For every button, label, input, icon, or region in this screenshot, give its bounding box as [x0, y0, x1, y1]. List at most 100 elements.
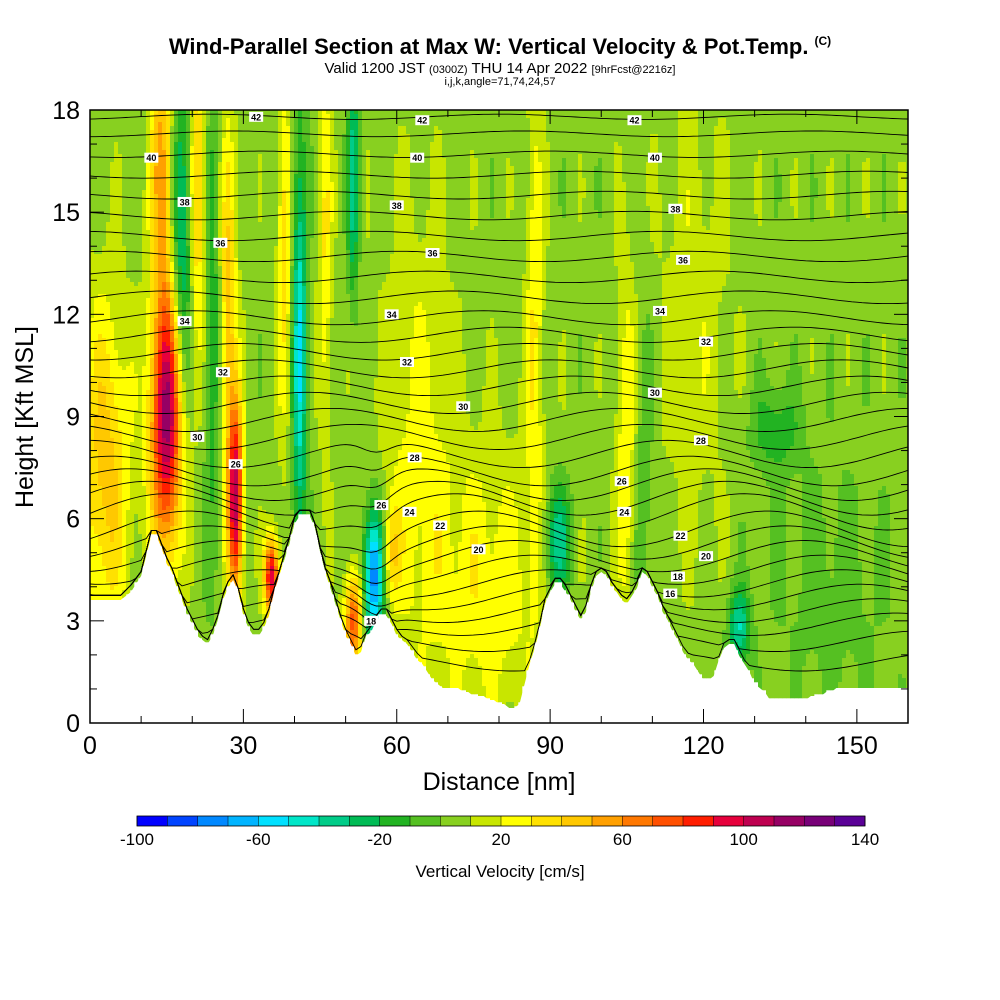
vv-cell — [166, 542, 170, 546]
vv-cell — [222, 530, 226, 534]
vv-cell — [106, 286, 110, 290]
vv-cell — [102, 246, 106, 250]
vv-cell — [130, 550, 134, 554]
vv-cell — [170, 502, 174, 506]
vv-cell — [182, 218, 186, 222]
vv-cell — [154, 510, 158, 514]
vv-cell — [238, 226, 242, 230]
vv-cell — [238, 382, 242, 386]
vv-cell — [142, 246, 146, 250]
vv-cell — [118, 386, 122, 390]
vv-cell — [222, 462, 226, 466]
vv-cell — [194, 258, 198, 262]
vv-cell — [102, 478, 106, 482]
vv-cell — [126, 526, 130, 530]
vv-cell — [138, 122, 142, 126]
vv-cell — [94, 454, 98, 458]
vv-cell — [146, 262, 150, 266]
vv-cell — [106, 586, 110, 590]
vv-cell — [106, 202, 110, 206]
vv-cell — [130, 150, 134, 154]
vv-cell — [114, 586, 118, 590]
vv-cell — [142, 338, 146, 342]
vv-cell — [102, 178, 106, 182]
vv-cell — [102, 218, 106, 222]
vv-cell — [130, 142, 134, 146]
vv-cell — [114, 278, 118, 282]
vv-cell — [234, 522, 238, 526]
vv-cell — [206, 210, 210, 214]
vv-cell — [178, 242, 182, 246]
vv-cell — [162, 326, 166, 330]
vv-cell — [210, 618, 214, 622]
vv-cell — [166, 214, 170, 218]
vv-cell — [226, 442, 230, 446]
vv-cell — [246, 330, 250, 334]
vv-cell — [154, 190, 158, 194]
vv-cell — [246, 346, 250, 350]
vv-cell — [122, 198, 126, 202]
vv-cell — [94, 350, 98, 354]
vv-cell — [138, 162, 142, 166]
vv-cell — [186, 118, 190, 122]
vv-cell — [242, 166, 246, 170]
vv-cell — [198, 374, 202, 378]
vv-cell — [166, 366, 170, 370]
vv-cell — [138, 438, 142, 442]
vv-cell — [114, 142, 118, 146]
vv-cell — [118, 166, 122, 170]
vv-cell — [250, 274, 254, 278]
vv-cell — [194, 450, 198, 454]
vv-cell — [214, 390, 218, 394]
vv-cell — [218, 586, 222, 590]
vv-cell — [130, 558, 134, 562]
vv-cell — [126, 242, 130, 246]
vv-cell — [234, 234, 238, 238]
vv-cell — [210, 602, 214, 606]
vv-cell — [198, 230, 202, 234]
vv-cell — [230, 238, 234, 242]
vv-cell — [94, 566, 98, 570]
vv-cell — [142, 502, 146, 506]
vv-cell — [190, 374, 194, 378]
vv-cell — [218, 206, 222, 210]
vv-cell — [126, 238, 130, 242]
vv-cell — [222, 162, 226, 166]
vv-cell — [214, 306, 218, 310]
vv-cell — [246, 454, 250, 458]
vv-cell — [210, 262, 214, 266]
vv-cell — [194, 194, 198, 198]
vv-cell — [98, 578, 102, 582]
vv-cell — [206, 438, 210, 442]
vv-cell — [130, 450, 134, 454]
vv-cell — [226, 530, 230, 534]
vv-cell — [190, 362, 194, 366]
vv-cell — [190, 514, 194, 518]
vv-cell — [190, 170, 194, 174]
vv-cell — [234, 274, 238, 278]
vv-cell — [94, 274, 98, 278]
vv-cell — [126, 466, 130, 470]
vv-cell — [182, 578, 186, 582]
vv-cell — [162, 182, 166, 186]
vv-cell — [238, 186, 242, 190]
vv-cell — [246, 566, 250, 570]
vv-cell — [206, 358, 210, 362]
vv-cell — [202, 146, 206, 150]
vv-cell — [158, 358, 162, 362]
vv-cell — [114, 438, 118, 442]
vv-cell — [94, 502, 98, 506]
vv-cell — [114, 314, 118, 318]
vv-cell — [222, 294, 226, 298]
vv-cell — [194, 242, 198, 246]
vv-cell — [166, 230, 170, 234]
vv-cell — [170, 134, 174, 138]
vv-cell — [98, 458, 102, 462]
vv-cell — [182, 258, 186, 262]
vv-cell — [98, 126, 102, 130]
vv-cell — [214, 270, 218, 274]
vv-cell — [250, 382, 254, 386]
vv-cell — [114, 198, 118, 202]
vv-cell — [238, 426, 242, 430]
vv-cell — [222, 134, 226, 138]
